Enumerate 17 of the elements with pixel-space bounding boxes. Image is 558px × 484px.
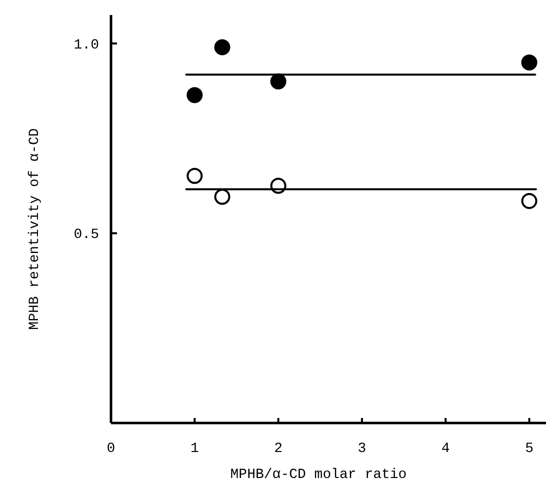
x-tick-label: 5 bbox=[525, 441, 534, 457]
point bbox=[214, 39, 230, 56]
point bbox=[186, 87, 203, 104]
point bbox=[521, 192, 538, 209]
x-tick-label: 0 bbox=[106, 441, 116, 457]
x-tick-label: 2 bbox=[274, 441, 283, 457]
y-tick-label: 0.5 bbox=[74, 227, 99, 244]
point bbox=[521, 54, 538, 70]
y-axis-title: MPHB retentivity of α-CD bbox=[27, 128, 43, 330]
y-tick-label: 1.0 bbox=[74, 37, 99, 54]
point bbox=[214, 188, 230, 205]
x-tick-label: 1 bbox=[190, 441, 199, 457]
point bbox=[186, 168, 203, 184]
point bbox=[270, 73, 286, 90]
x-tick-label: 4 bbox=[441, 441, 450, 457]
x-tick-label: 3 bbox=[358, 441, 366, 457]
x-axis-title: MPHB/α-CD molar ratio bbox=[230, 467, 407, 483]
